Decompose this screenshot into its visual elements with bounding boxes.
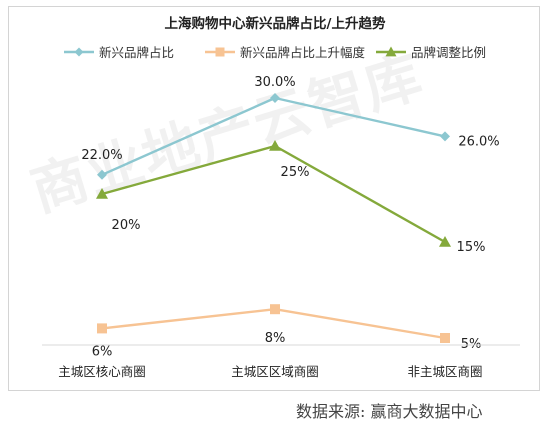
legend-label: 新兴品牌占比 — [99, 45, 174, 60]
series-layer: 22.0%30.0%26.0%6%8% 5%20%25%15% — [81, 75, 499, 359]
data-label-1-3: 26.0% — [458, 134, 499, 149]
legend-marker-triangle — [385, 46, 397, 57]
data-point-3-1 — [96, 188, 108, 199]
data-point-2-1 — [97, 323, 107, 334]
data-label-3-3: 15% — [457, 240, 486, 255]
legend-item-3: 品牌调整比例 — [376, 45, 486, 60]
legend-marker-diamond — [74, 47, 84, 57]
data-label-3-1: 20% — [112, 218, 141, 233]
chart-title: 上海购物中心新兴品牌占比/上升趋势 — [165, 15, 386, 32]
data-label-1-2: 30.0% — [254, 75, 295, 90]
data-point-1-1 — [97, 169, 107, 180]
legend-marker-square — [215, 47, 225, 57]
legend-label: 新兴品牌占比上升幅度 — [240, 45, 366, 60]
data-label-1-1: 22.0% — [81, 148, 122, 163]
series-line-1 — [101, 96, 446, 176]
data-point-2-3 — [440, 333, 450, 343]
data-point-3-3 — [439, 236, 451, 247]
data-point-1-2 — [270, 93, 280, 103]
x-axis-ticks: 主城区核心商圈 主城区区域商圈 非主城区商圈 — [58, 364, 482, 379]
data-label-2-1: 6% — [92, 344, 113, 359]
legend-item-2: 新兴品牌占比上升幅度 — [205, 45, 366, 60]
data-source-note: 数据来源: 赢商大数据中心 — [296, 402, 483, 421]
x-tick-label-3: 非主城区商圈 — [407, 364, 482, 379]
legend-label: 品牌调整比例 — [411, 45, 486, 60]
x-tick-label-2: 主城区区域商圈 — [231, 364, 319, 379]
data-point-1-3 — [440, 131, 450, 142]
data-label-3-2: 25% — [281, 165, 310, 180]
data-label-2-2: 8% — [265, 331, 286, 346]
data-point-3-2 — [269, 140, 281, 151]
series-line-3 — [101, 144, 446, 244]
legend-item-1: 新兴品牌占比 — [64, 45, 174, 60]
chart-legend: 新兴品牌占比 新兴品牌占比上升幅度 品牌调整比例 — [64, 45, 486, 60]
data-point-2-2 — [270, 304, 280, 315]
x-tick-label-1: 主城区核心商圈 — [58, 364, 146, 379]
